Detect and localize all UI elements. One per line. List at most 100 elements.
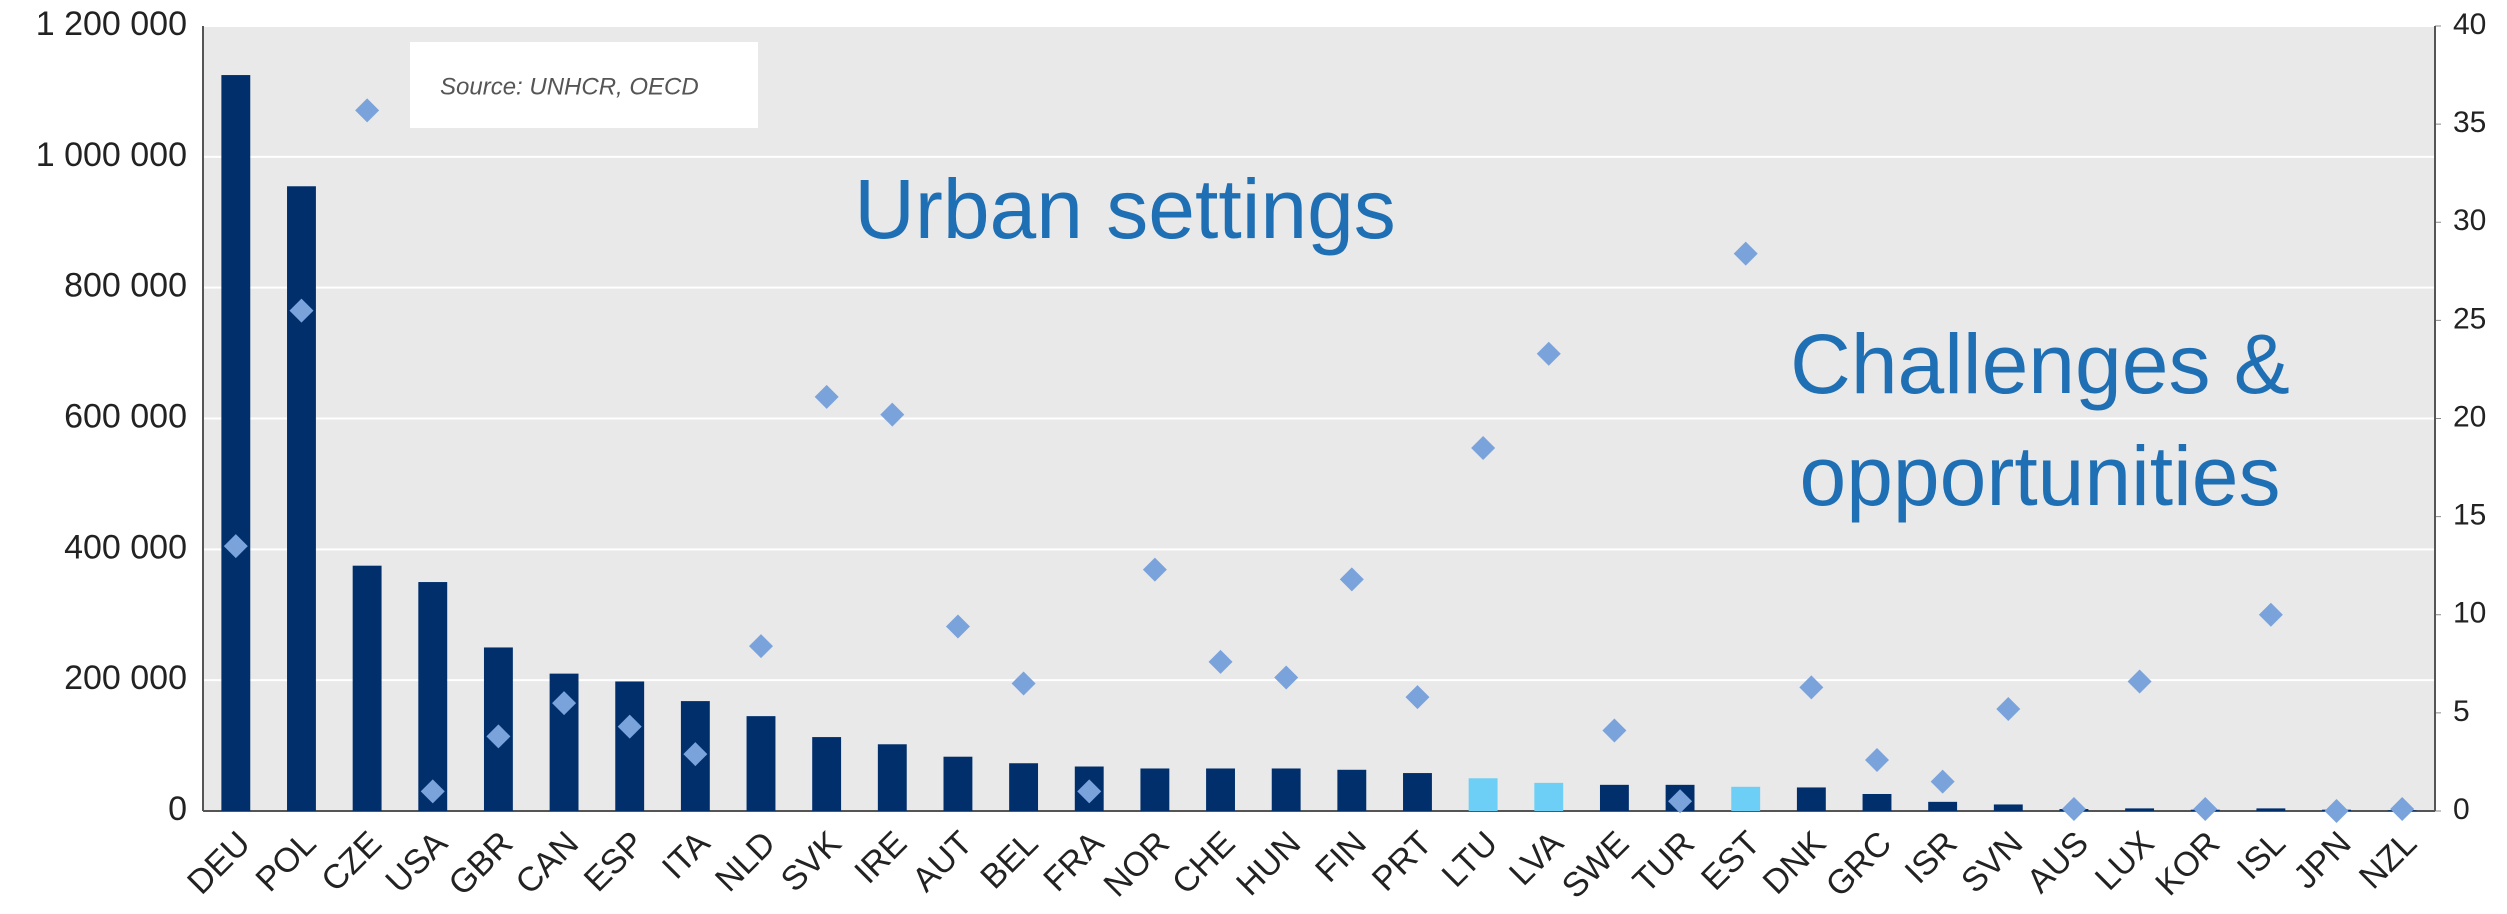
bar	[2125, 808, 2155, 811]
x-tick-label: SVN	[1954, 824, 2030, 900]
diamond-marker	[880, 402, 905, 427]
x-tick-label: FRA	[1036, 824, 1111, 899]
x-tick-label: ESP	[577, 824, 652, 899]
diamond-marker	[1996, 696, 2021, 721]
bar	[615, 681, 645, 811]
x-tick-label: HUN	[1229, 824, 1308, 903]
diamond-marker	[1142, 557, 1167, 582]
bar	[352, 565, 382, 811]
diamond-marker	[2127, 669, 2152, 694]
diamond-marker	[552, 691, 577, 716]
x-tick-label: NLD	[708, 824, 783, 899]
diamond-marker	[1011, 671, 1036, 696]
diamond-marker	[1077, 779, 1102, 804]
bar	[877, 744, 907, 811]
x-tick-label: CHE	[1165, 824, 1243, 902]
x-tick-label: PRT	[1365, 824, 1440, 899]
x-tick-label: CZE	[314, 824, 389, 899]
diamond-marker	[2324, 799, 2349, 823]
bar	[2256, 808, 2286, 811]
bar	[1599, 784, 1629, 811]
diamond-marker	[355, 98, 380, 123]
x-tick-label: JPN	[2286, 824, 2358, 896]
diamond-marker	[1274, 665, 1299, 690]
y2-tick-label: 0	[2453, 793, 2470, 826]
x-tick-label: CAN	[508, 824, 586, 902]
diamond-marker	[1668, 789, 1693, 814]
y-tick-label: 400 000	[64, 528, 187, 566]
diamond-marker	[814, 384, 839, 409]
diamond-marker	[683, 742, 708, 767]
diamond-marker	[1602, 718, 1627, 743]
x-tick-label: DNK	[1756, 824, 1834, 902]
bar	[943, 756, 973, 811]
bar	[1337, 769, 1367, 811]
x-tick-label: AUT	[905, 824, 980, 899]
diamond-marker	[1799, 675, 1824, 700]
x-tick-label: AUS	[2020, 824, 2096, 900]
diamond-marker	[1339, 567, 1364, 592]
y2-tick-label: 40	[2453, 8, 2486, 41]
y2-tick-label: 15	[2453, 499, 2486, 532]
y2-tick-label: 30	[2453, 204, 2486, 237]
x-tick-label: DEU	[180, 824, 258, 902]
diamond-marker	[2258, 602, 2283, 627]
bar	[1009, 763, 1039, 811]
x-tick-label: NZL	[2352, 824, 2424, 896]
diamond-marker	[945, 614, 970, 639]
diamond-marker	[486, 724, 511, 749]
diamond-marker	[617, 714, 642, 739]
bar	[1468, 778, 1498, 811]
diamond-marker	[2390, 797, 2415, 822]
y-tick-label: 600 000	[64, 397, 187, 435]
bar	[1271, 768, 1301, 811]
x-tick-label: FIN	[1308, 824, 1374, 890]
bar	[1534, 782, 1564, 811]
x-tick-label: TUR	[1626, 824, 1702, 900]
y-tick-label: 1 000 000	[36, 136, 187, 174]
diamond-marker	[2061, 797, 2086, 822]
diamond-marker	[1536, 341, 1561, 366]
bar	[1796, 787, 1826, 811]
x-tick-label: NOR	[1097, 824, 1177, 904]
bar	[812, 737, 842, 811]
diamond-marker	[420, 779, 445, 804]
x-tick-label: GBR	[441, 824, 520, 903]
bar	[1206, 768, 1235, 811]
x-tick-label: LUX	[2088, 824, 2162, 898]
bar	[1928, 801, 1958, 811]
bar	[1140, 768, 1170, 811]
diamond-marker	[1930, 769, 1955, 794]
bar	[1731, 786, 1761, 811]
bar	[287, 186, 316, 812]
x-tick-label: GRC	[1819, 824, 1899, 904]
diamond-marker	[223, 534, 248, 559]
annotation: opportunities	[1800, 429, 2281, 523]
diamond-marker	[1733, 241, 1758, 266]
x-tick-label: SVK	[774, 824, 849, 899]
diamond-marker	[1865, 747, 1889, 772]
y-tick-label: 200 000	[64, 659, 187, 697]
bar	[1993, 804, 2023, 811]
bar	[746, 716, 776, 811]
y-tick-label: 1 200 000	[36, 5, 187, 43]
bar	[1862, 793, 1892, 811]
x-tick-label: LTU	[1435, 824, 1506, 895]
x-tick-label: SWE	[1555, 824, 1637, 906]
bar	[1403, 773, 1432, 811]
annotation: Urban settings	[854, 162, 1396, 256]
bar	[221, 75, 251, 811]
y2-tick-label: 20	[2453, 400, 2486, 433]
x-tick-label: ISR	[1898, 824, 1965, 891]
x-tick-label: BEL	[973, 824, 1045, 896]
y-tick-label: 800 000	[64, 267, 187, 305]
x-tick-label: IRE	[847, 824, 914, 891]
y-tick-label: 0	[168, 790, 187, 828]
diamond-marker	[1208, 649, 1233, 674]
x-tick-label: EST	[1694, 824, 1768, 898]
source-box	[410, 42, 758, 128]
diamond-marker	[1471, 435, 1496, 460]
diamond-marker	[749, 634, 773, 659]
x-tick-label: USA	[378, 824, 455, 901]
source-note: Source: UNHCR, OECD	[440, 73, 699, 100]
